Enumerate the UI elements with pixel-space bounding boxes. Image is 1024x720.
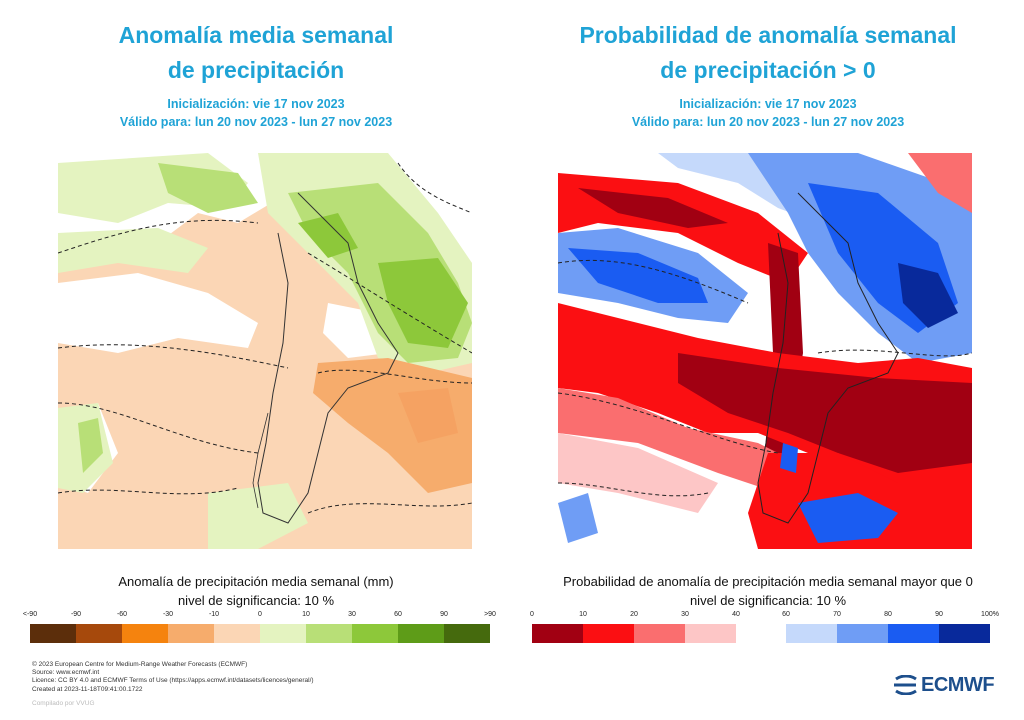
anomaly-colorbar-tick-label: 10: [302, 611, 310, 618]
anomaly-panel: Anomalía media semanal de precipitación …: [0, 18, 512, 643]
anomaly-colorbar-swatch: [214, 624, 260, 643]
anomaly-colorbar-title: Anomalía de precipitación media semanal …: [0, 572, 512, 610]
probability-colorbar-low-tick-label: 30: [681, 611, 689, 618]
probability-colorbar-ticks-high: 60 70 80 90 100%: [782, 611, 999, 621]
probability-colorbar-low-tick-label: 10: [579, 611, 587, 618]
probability-colorbar-high: [786, 624, 990, 643]
probability-colorbar-high-tick-label: 100%: [981, 611, 999, 618]
anomaly-colorbar-swatch: [168, 624, 214, 643]
probability-colorbar-low-swatch: [583, 624, 634, 643]
probability-colorbar-high-tick-label: 90: [935, 611, 943, 618]
probability-colorbar-high-swatch: [786, 624, 837, 643]
anomaly-colorbar-ticks: <-90 -90 -60 -30 -10 0 10 30 60 90 >90: [23, 611, 496, 621]
anomaly-colorbar-tick-label: -10: [208, 611, 220, 618]
probability-colorbar-high-tick-label: 60: [782, 611, 790, 618]
probability-init-date: Inicialización: vie 17 nov 2023: [679, 97, 857, 111]
anomaly-colorbar-tick-label: 90: [440, 611, 448, 618]
probability-colorbar-high-swatch: [939, 624, 990, 643]
anomaly-colorbar-swatch: [306, 624, 352, 643]
probability-colorbar-high-swatch: [837, 624, 888, 643]
probability-map: [558, 153, 972, 549]
footer-source: Source: www.ecmwf.int: [32, 669, 100, 677]
probability-colorbar-low-swatch: [634, 624, 685, 643]
probability-title: Probabilidad de anomalía semanal de prec…: [512, 18, 1024, 88]
probability-colorbar-ticks-low: 0 10 20 30 40: [530, 611, 740, 621]
probability-colorbar-low-tick-label: 0: [530, 611, 534, 618]
probability-colorbar-low-tick-label: 40: [732, 611, 740, 618]
anomaly-colorbar-swatch: [352, 624, 398, 643]
anomaly-init-date: Inicialización: vie 17 nov 2023: [167, 97, 345, 111]
anomaly-map: [58, 153, 472, 549]
probability-colorbar-label: Probabilidad de anomalía de precipitació…: [563, 574, 973, 589]
anomaly-title-line2: de precipitación: [167, 57, 345, 83]
probability-colorbar-low-tick-label: 20: [630, 611, 638, 618]
footer-copyright: © 2023 European Centre for Medium-Range …: [32, 661, 248, 668]
ecmwf-logo-icon: [894, 675, 917, 695]
footer-compiled: Compilado por VVUG: [32, 699, 95, 707]
ecmwf-logo-text: ECMWF: [921, 673, 995, 696]
probability-colorbar-low-swatch: [685, 624, 736, 643]
probability-colorbar-high-swatch: [888, 624, 939, 643]
footer-licence: Licence: CC BY 4.0 and ECMWF Terms of Us…: [32, 677, 314, 685]
footer-created: Created at 2023-11-18T09:41:00.1722: [32, 685, 143, 693]
anomaly-colorbar-tick-label: 0: [258, 611, 262, 618]
anomaly-colorbar-tick-label: <-90: [22, 611, 38, 618]
anomaly-title-line1: Anomalía media semanal: [118, 22, 394, 48]
anomaly-colorbar-label: Anomalía de precipitación media semanal …: [118, 574, 394, 589]
probability-significance: nivel de significancia: 10 %: [689, 593, 847, 608]
anomaly-colorbar-swatch: [398, 624, 444, 643]
probability-colorbar-high-tick-label: 80: [884, 611, 892, 618]
anomaly-colorbar-tick-label: >90: [484, 611, 496, 618]
anomaly-colorbar-swatch: [122, 624, 168, 643]
anomaly-colorbar-swatch: [260, 624, 306, 643]
anomaly-colorbar-swatch: [444, 624, 490, 643]
probability-dates: Inicialización: vie 17 nov 2023 Válido p…: [512, 95, 1024, 131]
anomaly-colorbar-swatch: [76, 624, 122, 643]
anomaly-colorbar-tick-label: 60: [394, 611, 402, 618]
anomaly-colorbar-swatch: [30, 624, 76, 643]
anomaly-colorbar-tick-label: -60: [116, 611, 128, 618]
probability-valid-range: Válido para: lun 20 nov 2023 - lun 27 no…: [631, 115, 905, 129]
anomaly-dates: Inicialización: vie 17 nov 2023 Válido p…: [0, 95, 512, 131]
probability-colorbar-title: Probabilidad de anomalía de precipitació…: [512, 572, 1024, 610]
probability-title-line1: Probabilidad de anomalía semanal: [579, 22, 957, 48]
ecmwf-logo: ECMWF: [892, 673, 995, 697]
copyright-footer: © 2023 European Centre for Medium-Range …: [32, 661, 314, 708]
anomaly-valid-range: Válido para: lun 20 nov 2023 - lun 27 no…: [119, 115, 393, 129]
anomaly-colorbar-tick-label: -90: [70, 611, 82, 618]
probability-panel: Probabilidad de anomalía semanal de prec…: [512, 0, 1024, 720]
probability-colorbar-low-swatch: [532, 624, 583, 643]
anomaly-title: Anomalía media semanal de precipitación: [0, 18, 512, 88]
anomaly-colorbar-tick-label: 30: [348, 611, 356, 618]
probability-title-line2: de precipitación > 0: [660, 57, 876, 83]
probability-colorbar-low: [532, 624, 736, 643]
anomaly-colorbar: [30, 624, 490, 643]
probability-colorbar-high-tick-label: 70: [833, 611, 841, 618]
anomaly-colorbar-tick-label: -30: [162, 611, 174, 618]
anomaly-significance: nivel de significancia: 10 %: [177, 593, 335, 608]
